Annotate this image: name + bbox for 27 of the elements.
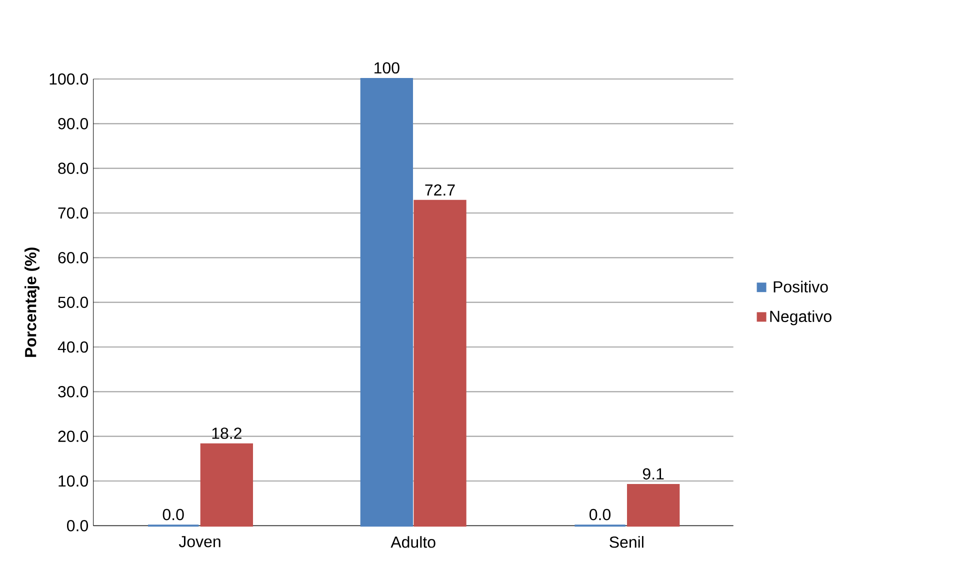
- x-tick-label: Senil: [610, 536, 644, 548]
- y-tick-label: 20.0: [58, 430, 88, 442]
- data-label: 0.0: [590, 508, 611, 520]
- y-tick-label: 30.0: [58, 386, 88, 398]
- y-tick-label: 10.0: [58, 475, 88, 487]
- data-label: 100: [374, 62, 400, 74]
- legend-label: Negativo: [770, 310, 832, 326]
- y-tick-label: 50.0: [58, 296, 88, 308]
- bar: [414, 200, 466, 527]
- y-tick-label: 90.0: [58, 118, 88, 130]
- x-tick-label: Adulto: [390, 536, 436, 548]
- data-label: 0.0: [162, 508, 184, 520]
- x-tick-label: Joven: [178, 536, 220, 548]
- bar: [360, 78, 414, 527]
- y-tick-label: 40.0: [58, 341, 88, 353]
- data-label: 9.1: [642, 468, 664, 480]
- y-tick-label: 60.0: [58, 252, 88, 264]
- bar: [200, 443, 254, 527]
- y-tick-label: 70.0: [58, 207, 88, 219]
- legend-label: Positivo: [774, 280, 828, 292]
- data-label: 72.7: [425, 184, 455, 196]
- y-tick-label: 80.0: [58, 162, 88, 174]
- y-tick-label: 100.0: [50, 73, 88, 85]
- bar: [627, 484, 680, 527]
- y-axis-title: Porcentaje (%): [24, 248, 40, 357]
- y-tick-label: 0.0: [67, 520, 88, 532]
- data-label: 18.2: [212, 428, 242, 439]
